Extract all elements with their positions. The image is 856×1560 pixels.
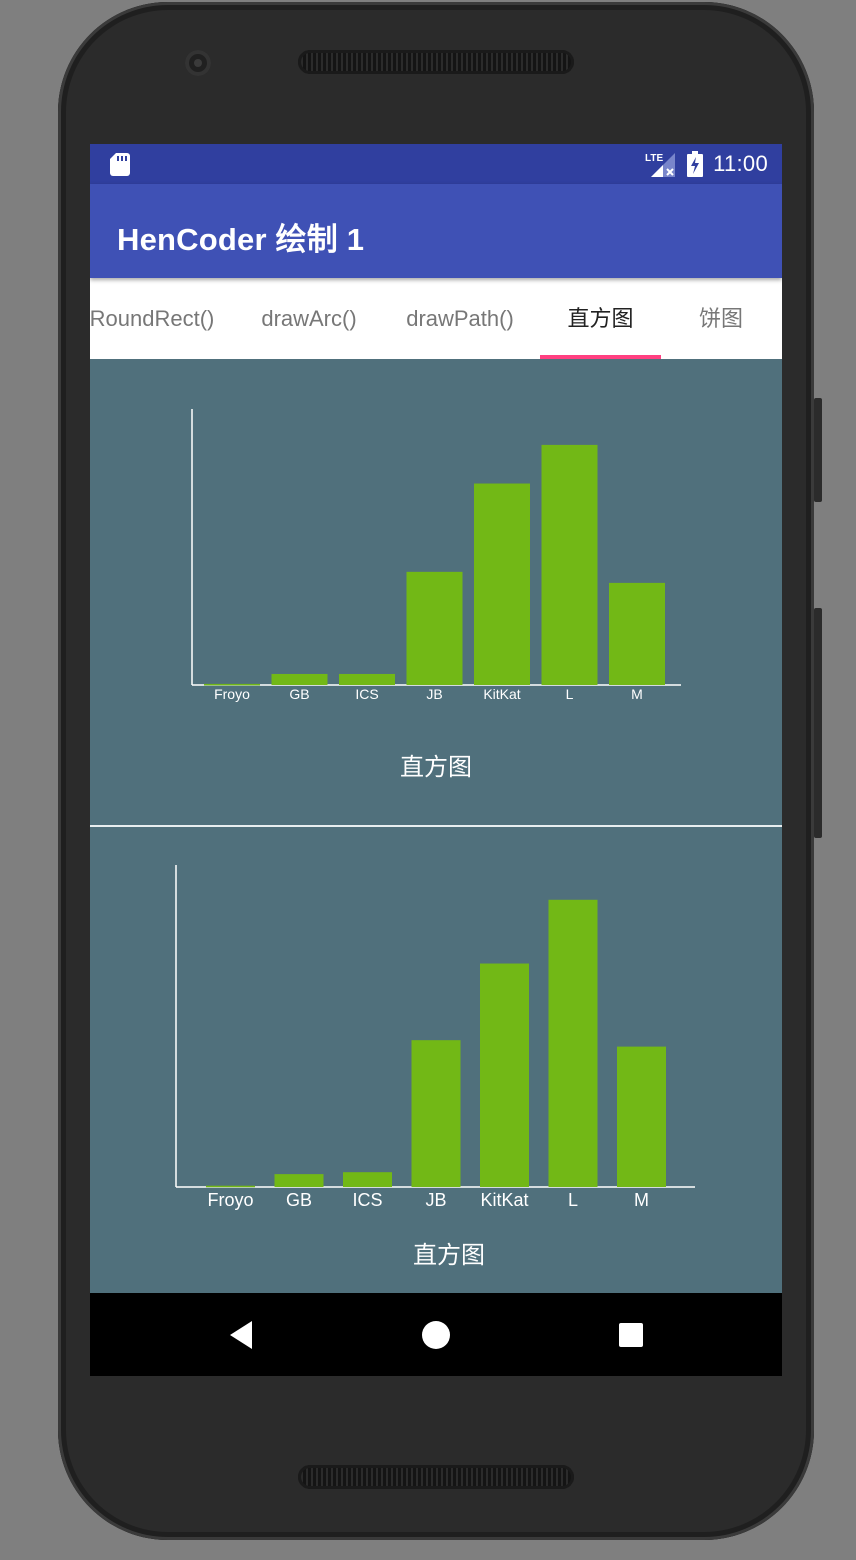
chart-title-bottom: 直方图: [413, 1242, 485, 1269]
tab-indicator: [540, 355, 661, 359]
bar-m: [617, 1046, 666, 1187]
bar-jb: [411, 1040, 461, 1187]
x-tick-label: JB: [425, 1190, 446, 1210]
tab-pie-chart[interactable]: 饼图: [698, 306, 743, 331]
bar-l: [548, 899, 598, 1187]
tab-histogram[interactable]: 直方图: [567, 306, 634, 331]
back-icon[interactable]: [220, 1315, 260, 1355]
histogram-chart-top: Froyo GB ICS JB KitKat L M: [191, 409, 681, 702]
x-tick-label: Froyo: [214, 686, 250, 702]
screen: LTE 11:00 HenCoder 绘制 1 RoundRect() draw…: [90, 144, 782, 1376]
bar-froyo: [206, 1185, 255, 1188]
bar-kitkat: [474, 483, 530, 685]
bar-m: [609, 582, 665, 685]
bar-ics: [339, 673, 395, 685]
recents-icon[interactable]: [611, 1315, 651, 1355]
x-tick-label: Froyo: [207, 1190, 253, 1210]
bar-gb: [274, 1174, 324, 1187]
network-label: LTE: [645, 153, 663, 164]
volume-button: [814, 398, 822, 502]
bar-gb: [271, 673, 328, 685]
x-tick-label: GB: [289, 686, 309, 702]
x-tick-label: KitKat: [483, 686, 520, 702]
x-tick-label: ICS: [352, 1190, 382, 1210]
bar-jb: [406, 571, 463, 685]
divider: [90, 825, 782, 827]
tab-drawroundrect[interactable]: RoundRect(): [90, 306, 215, 331]
bar-kitkat: [480, 963, 529, 1187]
battery-charging-icon: [687, 151, 704, 177]
bar-l: [541, 444, 598, 685]
power-button: [814, 608, 822, 838]
x-tick-label: GB: [286, 1190, 312, 1210]
x-tick-label: KitKat: [480, 1190, 528, 1210]
chart-title-top: 直方图: [400, 754, 472, 781]
home-icon[interactable]: [416, 1315, 456, 1355]
bar-ics: [343, 1172, 392, 1187]
app-bar: HenCoder 绘制 1: [90, 184, 782, 278]
histogram-chart-bottom: Froyo GB ICS JB KitKat L M: [175, 865, 695, 1210]
top-speaker: [298, 50, 574, 74]
bottom-speaker: [298, 1465, 574, 1489]
front-camera: [185, 50, 211, 76]
app-title: HenCoder 绘制 1: [117, 222, 365, 257]
clock: 11:00: [713, 151, 768, 176]
x-tick-label: M: [631, 686, 643, 702]
sd-card-icon: [110, 153, 130, 176]
signal-icon: LTE: [645, 153, 676, 177]
tab-drawpath[interactable]: drawPath(): [406, 306, 514, 331]
x-tick-label: JB: [426, 686, 442, 702]
content-area: Froyo GB ICS JB KitKat L M 直方图 Froyo GB ICS JB Kit…: [90, 359, 782, 1293]
tab-bar: RoundRect() drawArc() drawPath() 直方图 饼图: [90, 278, 782, 359]
bar-froyo: [204, 683, 260, 686]
tab-drawarc[interactable]: drawArc(): [261, 306, 357, 331]
x-tick-label: ICS: [355, 686, 378, 702]
status-bar: LTE 11:00: [90, 144, 782, 184]
x-tick-label: M: [634, 1190, 649, 1210]
navigation-bar: [90, 1293, 782, 1376]
x-tick-label: L: [568, 1190, 578, 1210]
x-tick-label: L: [566, 686, 574, 702]
